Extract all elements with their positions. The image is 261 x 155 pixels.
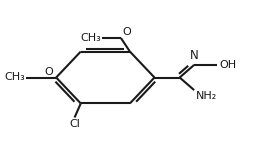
Text: N: N bbox=[190, 49, 199, 62]
Text: OH: OH bbox=[219, 60, 236, 70]
Text: CH₃: CH₃ bbox=[80, 33, 101, 43]
Text: Cl: Cl bbox=[69, 119, 80, 129]
Text: O: O bbox=[45, 67, 54, 77]
Text: NH₂: NH₂ bbox=[195, 91, 217, 101]
Text: CH₃: CH₃ bbox=[4, 73, 25, 82]
Text: O: O bbox=[122, 27, 131, 37]
